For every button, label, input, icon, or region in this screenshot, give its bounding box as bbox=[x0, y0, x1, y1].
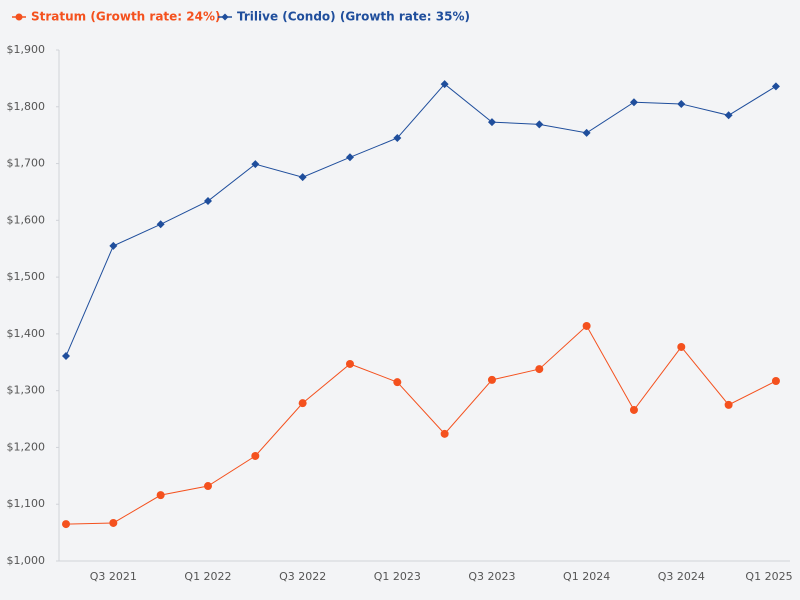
x-tick-label: Q1 2022 bbox=[184, 570, 231, 583]
x-tick-label: Q3 2023 bbox=[468, 570, 515, 583]
point bbox=[677, 99, 686, 108]
series-line bbox=[65, 325, 777, 525]
y-tick-label: $1,200 bbox=[7, 440, 46, 453]
point bbox=[771, 82, 780, 91]
point bbox=[535, 365, 544, 374]
x-tick-label: Q1 2023 bbox=[374, 570, 421, 583]
point bbox=[487, 375, 496, 384]
x-tick-label: Q3 2024 bbox=[658, 570, 705, 583]
point bbox=[62, 520, 70, 529]
point bbox=[345, 359, 354, 368]
y-tick-label: $1,700 bbox=[7, 157, 46, 170]
point bbox=[393, 134, 402, 143]
point bbox=[109, 241, 118, 250]
x-tick-label: Q1 2024 bbox=[563, 570, 610, 583]
point bbox=[298, 399, 307, 408]
x-tick-label: Q3 2021 bbox=[90, 570, 137, 583]
y-tick-label: $1,800 bbox=[7, 100, 46, 113]
legend-marker bbox=[221, 13, 229, 21]
point bbox=[724, 400, 733, 409]
point bbox=[156, 491, 165, 500]
point bbox=[582, 128, 591, 137]
point bbox=[487, 118, 496, 127]
legend-label: Stratum (Growth rate: 24%) bbox=[31, 10, 220, 24]
series-line bbox=[65, 83, 777, 357]
point bbox=[251, 160, 260, 169]
legend-marker bbox=[15, 13, 23, 21]
point bbox=[440, 80, 449, 89]
y-tick-label: $1,000 bbox=[7, 554, 46, 567]
point bbox=[62, 352, 70, 361]
legend-label: Trilive (Condo) (Growth rate: 35%) bbox=[237, 10, 470, 24]
y-tick-label: $1,600 bbox=[7, 213, 46, 226]
y-tick-label: $1,500 bbox=[7, 270, 46, 283]
point bbox=[771, 377, 780, 386]
y-tick-label: $1,100 bbox=[7, 497, 46, 510]
point bbox=[109, 518, 118, 527]
point bbox=[440, 429, 449, 438]
y-tick-label: $1,900 bbox=[7, 43, 46, 56]
x-tick-label: Q3 2022 bbox=[279, 570, 326, 583]
point bbox=[629, 405, 638, 414]
y-tick-label: $1,400 bbox=[7, 327, 46, 340]
x-tick-label: Q1 2025 bbox=[745, 570, 792, 583]
point bbox=[393, 378, 402, 387]
point bbox=[629, 98, 638, 107]
point bbox=[677, 342, 686, 351]
point bbox=[535, 120, 544, 129]
y-tick-label: $1,300 bbox=[7, 384, 46, 397]
point bbox=[582, 321, 591, 330]
point bbox=[251, 451, 260, 460]
point bbox=[724, 111, 733, 120]
point bbox=[156, 220, 165, 229]
point bbox=[203, 482, 212, 491]
point bbox=[298, 173, 307, 182]
point bbox=[203, 197, 212, 206]
point bbox=[345, 153, 354, 162]
